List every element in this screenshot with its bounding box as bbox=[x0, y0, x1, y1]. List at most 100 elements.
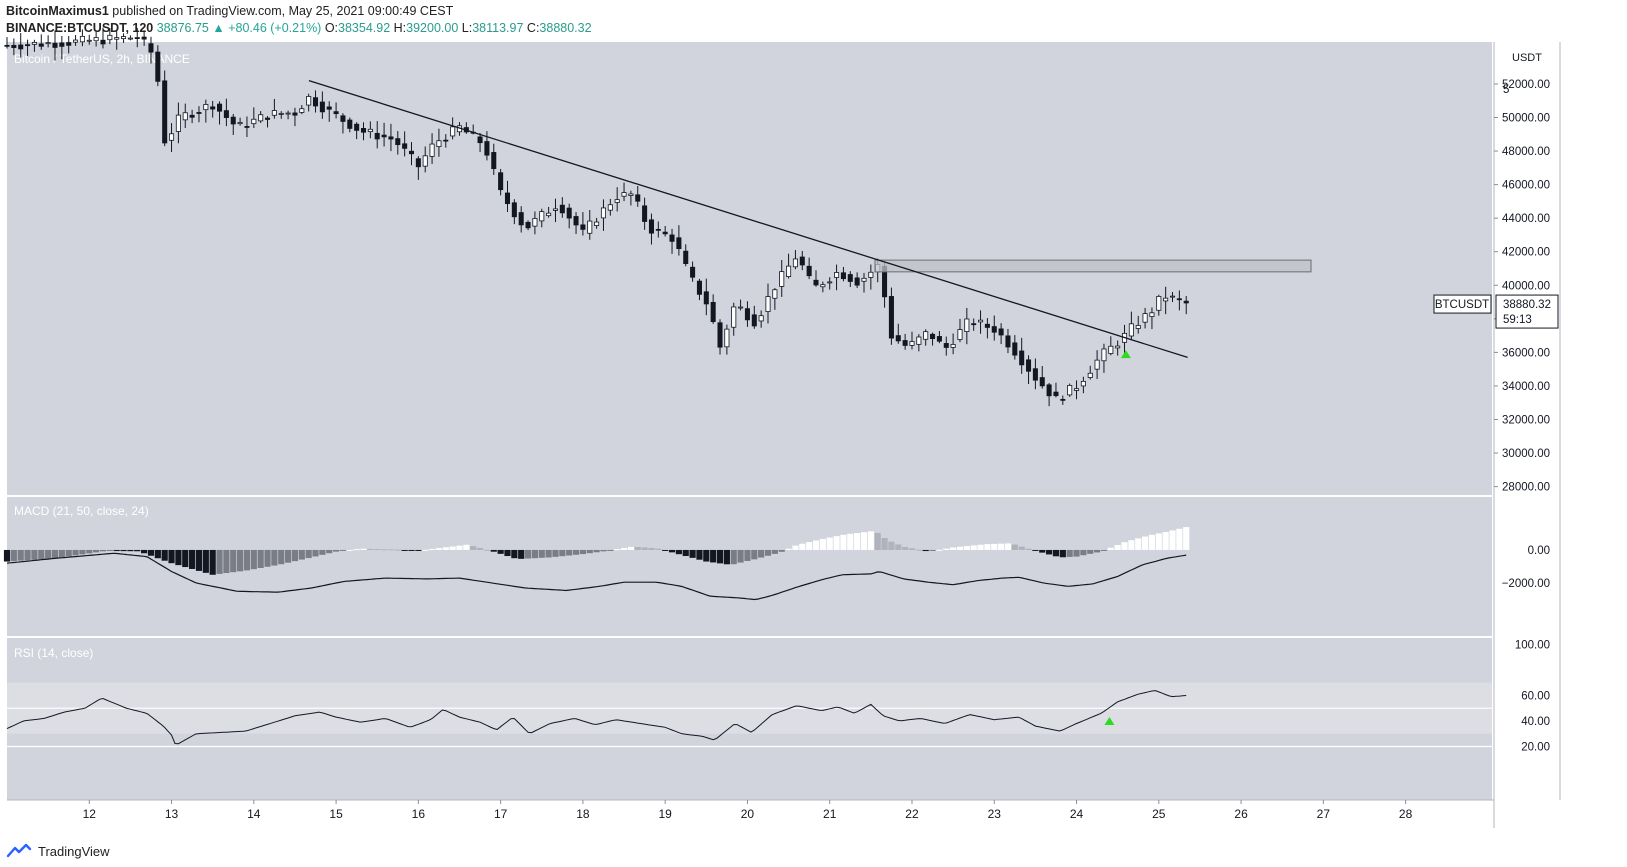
candle-body bbox=[998, 328, 1004, 336]
histogram-bar bbox=[806, 542, 813, 550]
last-price: 38876.75 bbox=[156, 21, 209, 35]
candle bbox=[408, 142, 415, 166]
candle bbox=[786, 253, 792, 279]
candle bbox=[820, 281, 826, 293]
candle bbox=[847, 271, 853, 288]
candle-body bbox=[395, 138, 401, 146]
histogram-bar bbox=[291, 549, 299, 562]
x-tick-label: 26 bbox=[1234, 807, 1248, 821]
x-tick-label: 25 bbox=[1152, 807, 1166, 821]
candle-body bbox=[566, 207, 572, 219]
candle bbox=[868, 264, 874, 290]
histogram-bar bbox=[1148, 534, 1156, 550]
descending-trendline bbox=[308, 79, 1188, 359]
candle-body bbox=[765, 296, 771, 312]
histogram-bar bbox=[833, 536, 840, 550]
candle bbox=[66, 35, 72, 54]
histogram-bar bbox=[902, 546, 909, 550]
histogram-bar bbox=[339, 549, 347, 551]
histogram-bar bbox=[579, 549, 586, 555]
candle-body bbox=[1005, 335, 1011, 348]
price-tick-label: 46000.00 bbox=[1502, 180, 1550, 192]
histogram-bar bbox=[230, 549, 237, 573]
candle bbox=[614, 187, 620, 212]
candle-body bbox=[1156, 296, 1162, 311]
candle-body bbox=[217, 103, 223, 112]
histogram-bar bbox=[552, 549, 559, 557]
price-tag-value: 38880.32 bbox=[1503, 299, 1551, 311]
candle-body bbox=[1169, 295, 1176, 298]
candle-body bbox=[1012, 342, 1018, 356]
candle-body bbox=[388, 136, 394, 140]
candle-body bbox=[31, 41, 37, 45]
histogram-bar bbox=[895, 544, 902, 550]
candle bbox=[436, 128, 442, 157]
histogram-bar bbox=[984, 544, 991, 550]
histogram-bar bbox=[545, 549, 552, 558]
candle-body bbox=[155, 51, 161, 82]
author-name[interactable]: BitcoinMaximus1 bbox=[6, 4, 109, 18]
candle-body bbox=[984, 323, 990, 328]
histogram-bar bbox=[1025, 548, 1032, 550]
histogram-bar bbox=[141, 549, 148, 554]
candle-body bbox=[978, 319, 984, 323]
histogram-bar bbox=[991, 543, 998, 550]
candle-body bbox=[306, 96, 312, 106]
histogram-bar bbox=[285, 549, 292, 563]
histogram-bar bbox=[607, 549, 614, 551]
candle-body bbox=[18, 44, 24, 50]
candle bbox=[100, 27, 106, 49]
candle bbox=[79, 29, 85, 47]
histogram-bar bbox=[566, 549, 573, 556]
candle-body bbox=[333, 111, 339, 115]
candle-body bbox=[916, 336, 922, 345]
candle bbox=[895, 323, 901, 344]
candle bbox=[443, 134, 449, 148]
candle-body bbox=[367, 128, 373, 133]
histogram-bar bbox=[93, 549, 100, 553]
candle bbox=[251, 107, 257, 129]
candle-body bbox=[1060, 398, 1066, 401]
histogram-bar bbox=[17, 549, 24, 561]
candle bbox=[779, 259, 785, 297]
candle bbox=[278, 111, 284, 119]
candle-body bbox=[847, 274, 853, 282]
histogram-bar bbox=[723, 549, 730, 565]
candle-body bbox=[779, 271, 785, 287]
candle-body bbox=[559, 204, 565, 214]
candle bbox=[1046, 382, 1052, 407]
candle bbox=[717, 319, 723, 355]
candle bbox=[223, 98, 229, 127]
footer-brand[interactable]: TradingView bbox=[6, 840, 110, 862]
candle bbox=[861, 272, 867, 293]
candle bbox=[498, 168, 504, 196]
histogram-bar bbox=[10, 549, 17, 562]
histogram-bar bbox=[1162, 532, 1169, 550]
histogram-bar bbox=[250, 549, 257, 570]
candle bbox=[690, 261, 696, 282]
price-pane-title: Bitcoin / TetherUS, 2h, BINANCE bbox=[14, 52, 190, 66]
macd-tick-label: 0.00 bbox=[1528, 545, 1550, 557]
histogram-bar bbox=[936, 549, 943, 551]
histogram-bar bbox=[655, 548, 662, 550]
candle-body bbox=[1135, 325, 1141, 329]
histogram-bar bbox=[99, 549, 107, 552]
candle bbox=[148, 36, 154, 64]
histogram-bar bbox=[65, 549, 72, 557]
candle-body bbox=[347, 119, 353, 129]
histogram-bar bbox=[86, 549, 93, 554]
candle-body bbox=[450, 126, 456, 137]
histogram-bar bbox=[771, 549, 778, 554]
histogram-bar bbox=[1011, 544, 1018, 550]
candle bbox=[607, 198, 613, 216]
histogram-bar bbox=[956, 546, 964, 550]
candle bbox=[580, 212, 586, 236]
candle-body bbox=[1149, 312, 1155, 317]
candle-body bbox=[4, 44, 10, 47]
candle-body bbox=[738, 306, 744, 309]
candle-body bbox=[546, 212, 552, 217]
candle-body bbox=[1080, 380, 1086, 387]
candle bbox=[964, 307, 970, 345]
histogram-bar bbox=[1100, 549, 1108, 551]
